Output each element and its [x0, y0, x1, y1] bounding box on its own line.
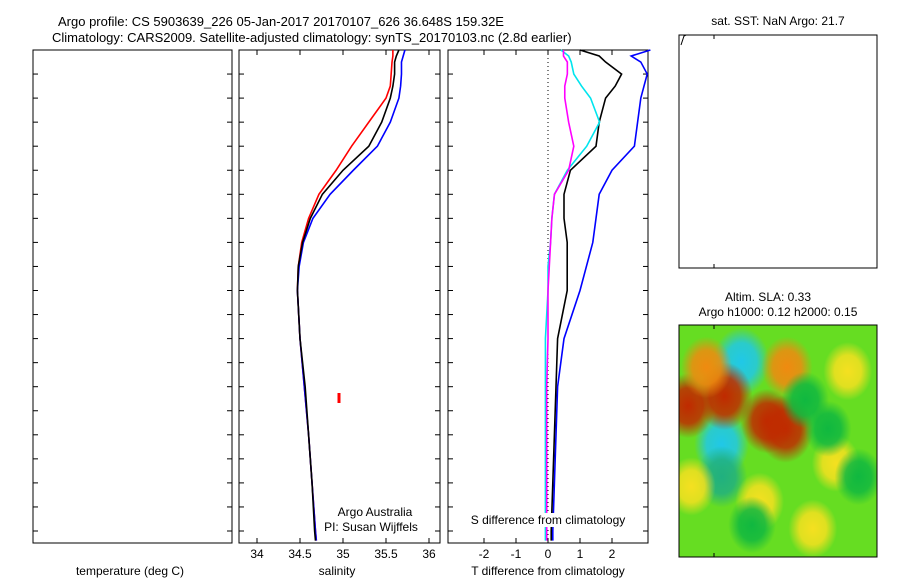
salinity-axis-label: salinity — [318, 564, 356, 578]
difference-line-sat — [551, 49, 651, 541]
x-tick-label: 34 — [250, 547, 264, 561]
x-tick-label: 35 — [336, 547, 350, 561]
sla-heatmap — [679, 325, 877, 557]
temperature-axis-label: temperature (deg C) — [75, 564, 185, 578]
x-tick-label: 35.5 — [374, 547, 398, 561]
x-tick-label: 2 — [609, 547, 616, 561]
x-tick-label: 34.5 — [288, 547, 312, 561]
difference-line-argo — [550, 49, 623, 541]
sst-map-frame — [678, 34, 878, 269]
title-line-2: Climatology: CARS2009. Satellite-adjuste… — [52, 30, 572, 45]
temperature-panel-frame — [32, 49, 233, 544]
x-tick-label: 1 — [577, 547, 584, 561]
sla-anomaly-blob — [834, 448, 877, 506]
sla-anomaly-blob — [804, 400, 852, 457]
sst-map-title: sat. SST: NaN Argo: 21.7 — [711, 14, 845, 28]
x-tick-label: -2 — [479, 547, 490, 561]
s-diff-axis-label: S difference from climatology — [470, 513, 626, 527]
x-tick-label: 36 — [422, 547, 436, 561]
sla-anomaly-blob — [823, 342, 873, 401]
x-tick-label: -1 — [511, 547, 522, 561]
sla-anomaly-blob — [740, 388, 794, 454]
salinity-line-clim — [296, 50, 394, 541]
annotation-pi: PI: Susan Wijffels — [324, 520, 418, 534]
sla-map-title-1: Altim. SLA: 0.33 — [724, 290, 812, 304]
t-diff-axis-label: T difference from climatology — [471, 564, 625, 578]
sla-map-title-2: Argo h1000: 0.12 h2000: 0.15 — [698, 305, 858, 319]
sla-map-frame — [678, 324, 878, 558]
sla-anomaly-blob — [679, 457, 716, 516]
salinity-panel-frame — [238, 49, 441, 544]
annotation-institution: Argo Australia — [337, 505, 413, 519]
difference-line-s_argo — [545, 50, 575, 541]
sla-anomaly-blob — [788, 499, 838, 557]
coastline — [680, 34, 687, 46]
sla-anomaly-blob — [728, 496, 776, 554]
salinity-line-sat — [296, 49, 406, 541]
x-tick-label: 0 — [545, 547, 552, 561]
sla-anomaly-blob — [680, 336, 733, 399]
salinity-line-argo — [296, 49, 400, 541]
title-line-1: Argo profile: CS 5903639_226 05-Jan-2017… — [58, 14, 504, 29]
